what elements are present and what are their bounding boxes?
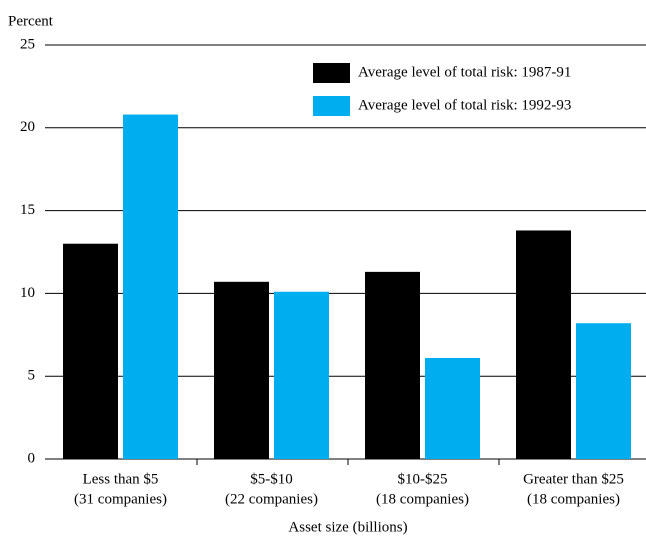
legend-label: Average level of total risk: 1992-93 — [358, 97, 571, 113]
legend-swatch — [313, 63, 350, 83]
y-tick-label: 20 — [20, 119, 35, 135]
y-tick-label: 0 — [28, 450, 36, 466]
legend-label: Average level of total risk: 1987-91 — [358, 64, 571, 80]
bar — [63, 243, 118, 459]
y-tick-label: 10 — [20, 285, 35, 301]
x-tick-label: $5-$10 — [250, 471, 293, 487]
x-tick-label: Greater than $25 — [523, 471, 624, 487]
legend-swatch — [313, 96, 350, 116]
y-tick-label: 25 — [20, 36, 35, 52]
x-tick-label: (18 companies) — [527, 491, 620, 507]
y-tick-label: 5 — [28, 368, 36, 384]
bar — [123, 114, 178, 459]
bar — [365, 271, 420, 459]
bar — [214, 281, 269, 459]
bar — [516, 230, 571, 459]
x-axis-label: Asset size (billions) — [288, 519, 407, 535]
x-tick-label: (31 companies) — [74, 491, 167, 507]
bar — [274, 291, 329, 459]
x-tick-label: (18 companies) — [376, 491, 469, 507]
bar — [576, 323, 631, 459]
y-tick-label: 15 — [20, 202, 35, 218]
y-axis-label: Percent — [8, 13, 54, 29]
x-tick-label: Less than $5 — [83, 471, 159, 487]
x-tick-label: (22 companies) — [225, 491, 318, 507]
bar — [425, 357, 480, 459]
x-tick-label: $10-$25 — [398, 471, 448, 487]
